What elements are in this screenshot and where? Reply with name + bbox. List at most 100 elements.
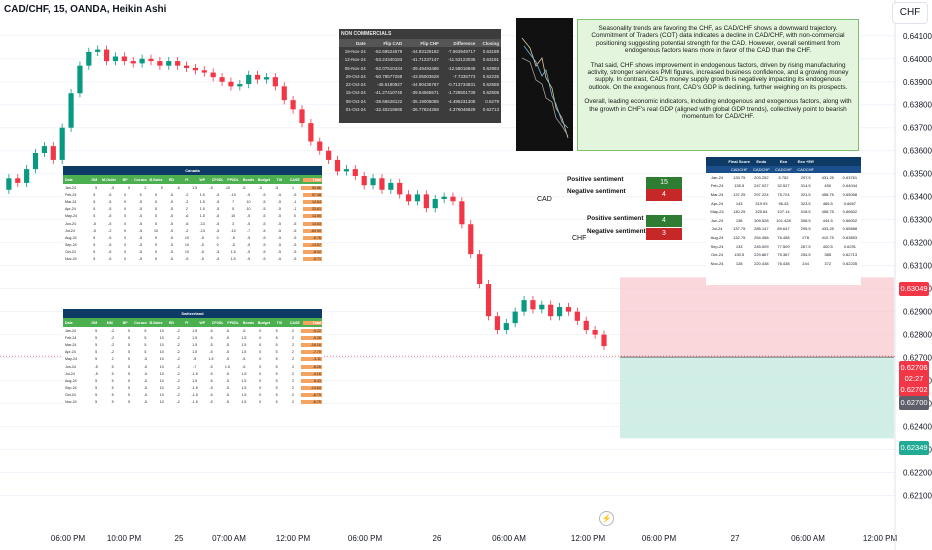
table-row: Jun-24 -5 5 5 -5 10 -2 -7 -5 1.5 -5 0 5 2 -8.26 (63, 363, 322, 370)
table-cell: -5 (209, 335, 213, 340)
candle-body (86, 51, 92, 66)
table-cell: 5 (144, 335, 147, 340)
candle-body (477, 254, 483, 285)
table-cell: 0 (259, 342, 262, 347)
table-cell: -5 (216, 257, 220, 262)
nc-header-cell: Difference (440, 39, 478, 48)
table-cell: 5 (95, 357, 98, 362)
table-cell: 0 (259, 357, 262, 362)
score-cell: 32.527 (777, 183, 790, 189)
nc-cell: -44.83129182 (411, 48, 439, 54)
table-cell: -3.11 (301, 357, 322, 362)
candle-body (95, 49, 101, 52)
table-cell: Mar-24 (65, 199, 77, 204)
table-cell: 5 (95, 335, 98, 340)
table-cell: Aug-24 (65, 235, 77, 240)
candle-body (157, 61, 163, 66)
score-header-cell: Final Score (728, 159, 750, 164)
table-cell: -5 (169, 243, 174, 248)
candle-body (183, 65, 190, 68)
x-tick-label: 06:00 AM (492, 534, 526, 543)
table-header-cell: Budget (257, 320, 271, 325)
table-header-cell: BP (122, 177, 128, 182)
score-cell: 309.528 (754, 217, 769, 223)
table-cell: 0 (259, 371, 262, 376)
table-header-cell: GM (91, 177, 98, 182)
score-cell: 450 (824, 183, 832, 189)
candle-body (192, 67, 199, 71)
table-cell: 5 (154, 214, 157, 219)
table-row: Apr-24 5 -5 0 -5 5 -5 2 1.5 -5 5 10 -5 -5 -1 33.61 (63, 206, 322, 213)
score-cell: 410.75 (821, 234, 834, 240)
table-cell: -2 (110, 342, 115, 347)
currency-selector[interactable]: CHF (892, 2, 928, 24)
table-cell: 5 (95, 393, 98, 398)
table-cell: -5 (242, 328, 246, 333)
table-cell: 5 (275, 386, 278, 391)
nc-cell: 15-Oct-24 (345, 90, 366, 96)
table-cell: -1 (293, 199, 297, 204)
nc-cell: -39.54565571 (411, 90, 439, 96)
table-cell: 5 (93, 192, 96, 197)
table-cell: May-24 (65, 357, 77, 362)
score-cell: 0.63893 (842, 234, 858, 240)
price-label: 0.62702 (899, 383, 929, 397)
table-row: Nov-24 5 5 5 -5 10 -2 -1.5 -5 -5 1.5 0 5 2 -6.75 (63, 399, 322, 406)
score-cell: 128 (735, 260, 743, 266)
table-cell: -1.5 (191, 393, 198, 398)
score-cell: 76.438 (777, 260, 790, 266)
nc-cell: -39.49493486 (411, 65, 439, 71)
thumbnail-chart-lines (521, 37, 569, 139)
lightning-icon[interactable]: ⚡ (599, 511, 614, 526)
table-cell: 2 (292, 386, 295, 391)
score-row: Mar-24 137.25 297.224 75.724 321.5 458.75 0.65… (706, 190, 861, 199)
table-header-cell: TXI (276, 320, 283, 325)
table-cell: 5 (127, 400, 130, 405)
score-cell: 400.5 (822, 243, 833, 249)
table-cell: 5 (111, 386, 114, 391)
score-cell: 101.428 (776, 217, 791, 223)
table-cell: -5 (176, 185, 180, 190)
table-cell: -5 (138, 243, 143, 248)
table-cell: 5 (275, 378, 278, 383)
table-cell: -5 (138, 214, 143, 219)
candle-body (148, 58, 154, 62)
score-cell: 458.75 (821, 209, 834, 215)
table-cell: 10 (246, 207, 251, 212)
take-profit-zone (620, 357, 894, 439)
table-cell: 5 (144, 328, 147, 333)
table-cell: Apr-24 (65, 207, 76, 212)
table-cell: 0 (259, 335, 262, 340)
table-cell: 2 (292, 400, 295, 405)
table-cell: -14.64 (301, 386, 322, 391)
table-cell: -7.70 (301, 350, 322, 355)
table-cell: 0 (216, 235, 219, 240)
score-cell: 137.25 (733, 191, 746, 197)
score-cell: 77.509 (777, 243, 790, 249)
table-cell: -5 (108, 214, 112, 219)
x-tick-label: 07:00 AM (212, 534, 246, 543)
cadchf-score-table: Final Score Endo Exo Exo +Eff CADCHF CADCHF CA… (706, 157, 861, 285)
table-cell: 5 (95, 400, 98, 405)
score-cell: 133 (735, 243, 743, 249)
nc-cell: 0.62235 (482, 73, 499, 79)
score-cell: Sep-24 (710, 243, 724, 249)
nc-cell: 19-Nov-24 (344, 48, 366, 54)
table-cell: 5 (111, 364, 114, 369)
table-cell: Apr-24 (65, 350, 76, 355)
candle-body (592, 330, 598, 335)
table-cell: 5 (144, 342, 147, 347)
score-cell: 247.027 (754, 183, 769, 189)
table-cell: Aug-24 (65, 378, 77, 383)
table-cell: 1.5 (241, 342, 247, 347)
table-cell: -2 (176, 371, 180, 376)
candle-body (450, 196, 456, 202)
symbol-title: CAD/CHF, 15, OANDA, Heikin Ashi (4, 4, 167, 15)
score-cell: 220.438 (754, 260, 769, 266)
table-cell: -1.5 (191, 386, 198, 391)
table-cell: 5 (275, 335, 278, 340)
table-cell: -5 (143, 393, 147, 398)
nc-cell: 0.62558 (482, 82, 499, 88)
table-cell: -2 (176, 350, 180, 355)
